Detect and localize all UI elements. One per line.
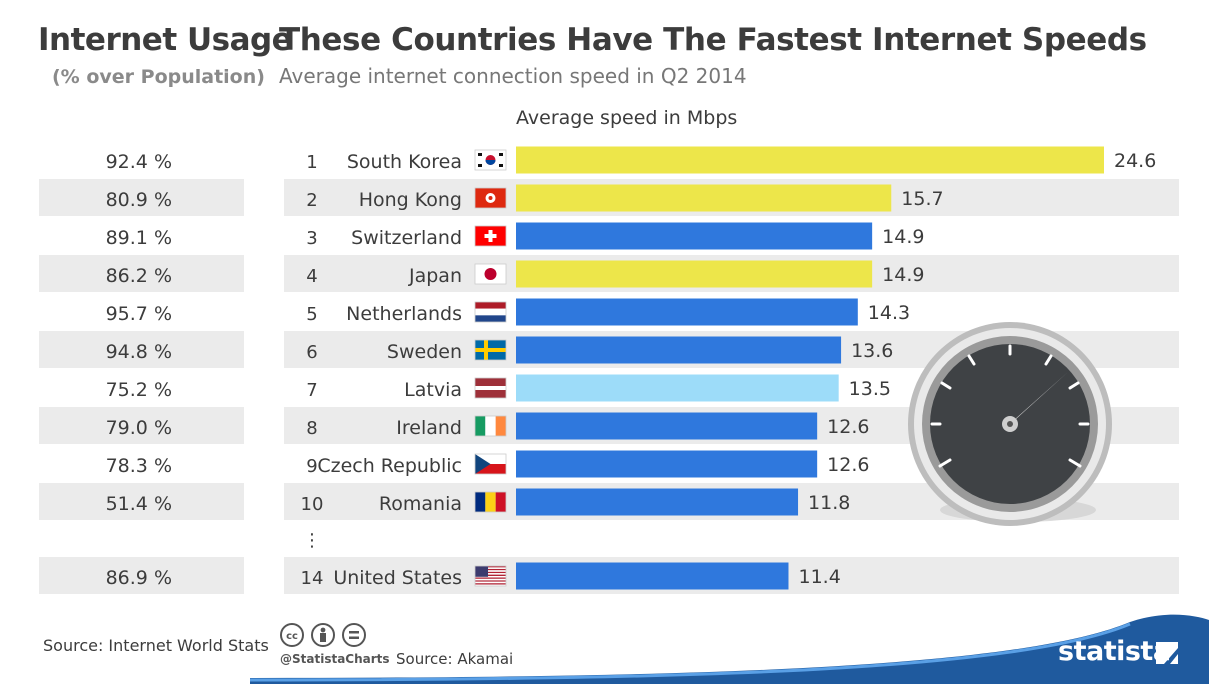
rank-label: 10 (301, 494, 324, 515)
stripe-left (39, 557, 244, 594)
country-label: Netherlands (346, 303, 462, 325)
usage-value: 86.2 % (106, 265, 172, 287)
country-label: Japan (408, 265, 462, 287)
rank-label: 9 (306, 456, 317, 477)
brand-banner (250, 614, 1209, 684)
value-label: 12.6 (827, 454, 869, 476)
value-label: 11.8 (808, 492, 850, 514)
svg-text:cc: cc (286, 631, 298, 642)
usage-value: 75.2 % (106, 379, 172, 401)
country-label: United States (333, 567, 462, 589)
bar (516, 184, 892, 212)
stripe-left (39, 179, 244, 216)
bar (516, 298, 858, 326)
rank-label: 6 (306, 342, 317, 363)
usage-value: 89.1 % (106, 227, 172, 249)
x-axis-label: Average speed in Mbps (516, 107, 738, 129)
usage-value: 51.4 % (106, 493, 172, 515)
footer-source-left: Source: Internet World Stats (43, 636, 269, 655)
country-label: Sweden (387, 341, 462, 363)
country-label: Ireland (396, 417, 462, 439)
usage-value: 86.9 % (106, 567, 172, 589)
country-label: Latvia (404, 379, 462, 401)
by-icon (311, 623, 335, 647)
value-label: 14.3 (868, 302, 910, 324)
license-icons: cc (280, 622, 370, 654)
stripe-left (39, 407, 244, 444)
flag-south-korea-icon (474, 149, 507, 171)
value-label: 14.9 (882, 264, 924, 286)
value-label: 24.6 (1114, 150, 1156, 172)
bar (516, 488, 799, 516)
brand-name: statista (1058, 636, 1171, 667)
usage-value: 92.4 % (106, 151, 172, 173)
flag-switzerland-icon (474, 225, 507, 247)
rank-label: 14 (301, 568, 324, 589)
country-label: Romania (379, 493, 462, 515)
country-label: South Korea (347, 151, 462, 173)
bar (516, 260, 873, 288)
stripe-left (39, 483, 244, 520)
rank-label: 4 (306, 266, 317, 287)
bar (516, 450, 818, 478)
footer-source-right: Source: Akamai (396, 650, 514, 668)
rank-label: 5 (306, 304, 317, 325)
footer-handle: @StatistaCharts (280, 652, 390, 666)
row-ellipsis: ⋮ (303, 530, 321, 551)
stripe-left (39, 331, 244, 368)
country-label: Czech Republic (317, 455, 462, 477)
left-panel-subtitle: (% over Population) (52, 66, 265, 88)
flag-ireland-icon (474, 415, 507, 437)
value-label: 14.9 (882, 226, 924, 248)
left-panel-title: Internet Usage (38, 22, 293, 58)
chart-rows: 92.4 % 1 South Korea 24.6 80.9 % 2 Hong Kong 15… (106, 146, 1156, 590)
usage-value: 94.8 % (106, 341, 172, 363)
chart-title: These Countries Have The Fastest Interne… (279, 22, 1147, 58)
bar (516, 374, 839, 402)
country-label: Hong Kong (359, 189, 462, 211)
statista-logo-icon (1156, 642, 1178, 664)
rank-label: 7 (306, 380, 317, 401)
flag-romania-icon (474, 491, 507, 513)
bar (516, 412, 818, 440)
bar (516, 146, 1104, 174)
value-label: 15.7 (901, 188, 943, 210)
usage-value: 95.7 % (106, 303, 172, 325)
bar (516, 222, 873, 250)
speedometer-icon (908, 322, 1112, 526)
flag-united-states-icon (474, 565, 507, 587)
value-label: 12.6 (827, 416, 869, 438)
value-label: 11.4 (798, 566, 840, 588)
flag-latvia-icon (474, 377, 507, 399)
rank-label: 3 (306, 228, 317, 249)
stripe-left (39, 255, 244, 292)
flag-czech-republic-icon (474, 453, 507, 475)
usage-value: 79.0 % (106, 417, 172, 439)
flag-netherlands-icon (474, 301, 507, 323)
nd-icon (342, 623, 366, 647)
flag-sweden-icon (474, 339, 507, 361)
value-label: 13.6 (851, 340, 893, 362)
flag-hong-kong-icon (474, 187, 507, 209)
chart-subtitle: Average internet connection speed in Q2 … (279, 64, 747, 88)
rank-label: 2 (306, 190, 317, 211)
value-label: 13.5 (849, 378, 891, 400)
rank-label: 8 (306, 418, 317, 439)
usage-value: 80.9 % (106, 189, 172, 211)
country-label: Switzerland (351, 227, 462, 249)
flag-japan-icon (474, 263, 507, 285)
bar (516, 336, 842, 364)
usage-value: 78.3 % (106, 455, 172, 477)
cc-icon: cc (280, 623, 304, 647)
rank-label: 1 (306, 152, 317, 173)
bar (516, 562, 789, 590)
